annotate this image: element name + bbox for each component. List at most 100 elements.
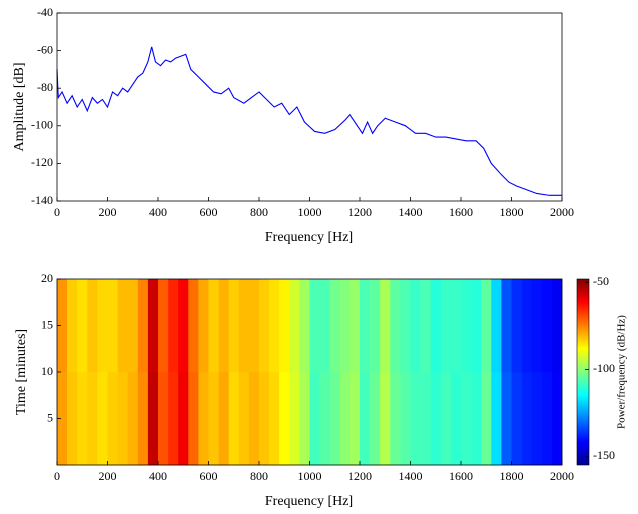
- heatmap-cell: [339, 372, 351, 466]
- heatmap-cell: [400, 279, 411, 373]
- heatmap-cell: [259, 372, 270, 466]
- heatmap-cell: [420, 372, 431, 466]
- heatmap-cell: [349, 372, 361, 466]
- heatmap-cell: [430, 372, 442, 466]
- x-tick-label: 0: [54, 469, 60, 483]
- heatmap-cell: [329, 372, 341, 466]
- heatmap-cell: [208, 279, 219, 373]
- heatmap-cell: [168, 372, 179, 466]
- colorbar: [576, 278, 590, 466]
- x-tick-label: 1400: [399, 469, 423, 483]
- y-tick-label: 10: [41, 364, 53, 378]
- heatmap-cell: [107, 279, 118, 373]
- heatmap-cell: [531, 372, 543, 466]
- heatmap-cell: [420, 279, 431, 373]
- heatmap-cell: [440, 279, 452, 373]
- heatmap-cell: [218, 279, 229, 373]
- x-tick-label: 2000: [550, 469, 574, 483]
- heatmap-cell: [147, 372, 159, 466]
- heatmap-cell: [57, 372, 68, 466]
- heatmap-cell: [269, 279, 280, 373]
- colorbar-tick-label: -50: [593, 274, 609, 288]
- y-axis-label: Time [minutes]: [14, 329, 29, 415]
- x-tick-label: 800: [250, 469, 268, 483]
- heatmap-cell: [137, 372, 149, 466]
- heatmap-cell: [390, 372, 401, 466]
- heatmap-cell: [57, 279, 68, 373]
- heatmap-cell: [461, 279, 472, 373]
- heatmap-cell: [521, 372, 532, 466]
- y-tick-label: 5: [47, 410, 53, 424]
- heatmap-cell: [501, 372, 512, 466]
- heatmap-cell: [117, 279, 128, 373]
- x-tick-label: 1400: [399, 205, 423, 219]
- x-tick-label: 200: [99, 205, 117, 219]
- plot-frame: [56, 12, 563, 202]
- heatmap-cell: [430, 279, 442, 373]
- heatmap-cell: [188, 372, 199, 466]
- heatmap-cell: [521, 279, 532, 373]
- heatmap-cell: [158, 279, 169, 373]
- x-tick-label: 1200: [348, 205, 372, 219]
- spectrum-line: [56, 46, 562, 196]
- heatmap-cell: [147, 279, 159, 373]
- heatmap-cell: [541, 279, 553, 373]
- heatmap-cell: [501, 279, 512, 373]
- x-tick-label: 400: [149, 469, 167, 483]
- heatmap-cell: [339, 279, 351, 373]
- heatmap-cell: [168, 279, 179, 373]
- heatmap-cell: [248, 372, 260, 466]
- x-tick-label: 600: [200, 205, 218, 219]
- heatmap-cell: [67, 372, 78, 466]
- x-axis-label: Frequency [Hz]: [265, 230, 353, 245]
- y-tick-label: -40: [37, 5, 53, 19]
- heatmap-cell: [238, 279, 250, 373]
- heatmap-cell: [259, 279, 270, 373]
- heatmap-cell: [269, 372, 280, 466]
- heatmap-cell: [279, 279, 290, 373]
- x-tick-label: 1800: [500, 205, 524, 219]
- heatmap-cell: [370, 372, 381, 466]
- heatmap-cell: [551, 372, 563, 466]
- heatmap-cell: [511, 372, 522, 466]
- x-axis-label: Frequency [Hz]: [265, 494, 353, 509]
- heatmap-cell: [279, 372, 290, 466]
- heatmap-cell: [97, 279, 108, 373]
- colorbar-label: Power/frequency (dB/Hz): [616, 315, 628, 429]
- heatmap-cell: [67, 279, 78, 373]
- x-tick-label: 1000: [298, 205, 322, 219]
- heatmap-cell: [77, 372, 88, 466]
- heatmap-cell: [248, 279, 260, 373]
- heatmap-cell: [309, 279, 320, 373]
- heatmap-cell: [127, 372, 139, 466]
- heatmap-cell: [178, 372, 189, 466]
- heatmap-cell: [137, 279, 149, 373]
- heatmap-cell: [400, 372, 411, 466]
- heatmap-cell: [440, 372, 452, 466]
- heatmap-cell: [360, 372, 371, 466]
- heatmap-cell: [309, 372, 320, 466]
- heatmap-cell: [107, 372, 118, 466]
- heatmap-cell: [87, 372, 98, 466]
- y-tick-label: -60: [37, 42, 53, 56]
- y-axis-label: Amplitude [dB]: [12, 62, 27, 151]
- heatmap-cell: [127, 279, 139, 373]
- heatmap-cell: [410, 279, 421, 373]
- x-tick-label: 1000: [298, 469, 322, 483]
- heatmap-cell: [511, 279, 522, 373]
- heatmap-cell: [471, 279, 482, 373]
- x-tick-label: 600: [200, 469, 218, 483]
- heatmap-cell: [491, 279, 502, 373]
- x-tick-label: 2000: [550, 205, 574, 219]
- heatmap-cell: [349, 279, 361, 373]
- heatmap-cell: [218, 372, 229, 466]
- heatmap-cell: [380, 372, 391, 466]
- heatmap-cell: [551, 279, 563, 373]
- heatmap-cell: [289, 279, 300, 373]
- heatmap-cell: [450, 279, 462, 373]
- x-tick-label: 0: [54, 205, 60, 219]
- heatmap-cell: [541, 372, 553, 466]
- heatmap-cell: [198, 279, 209, 373]
- x-tick-label: 200: [99, 469, 117, 483]
- heatmap-cell: [471, 372, 482, 466]
